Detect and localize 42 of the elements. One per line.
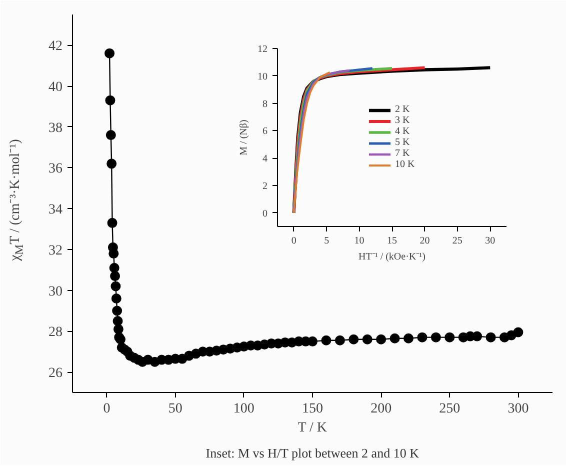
x-tick-label: 150 (302, 402, 323, 416)
x-tick-label: 20 (420, 236, 430, 246)
y-tick-label: 28 (48, 325, 62, 340)
x-tick-label: 50 (168, 402, 182, 416)
x-tick-label: 10 (354, 236, 364, 246)
y-tick-label: 10 (258, 71, 268, 82)
y-tick-label: 36 (48, 162, 62, 177)
x-tick-label: 250 (439, 402, 460, 416)
x-tick-label: 0 (291, 236, 296, 246)
x-tick-label: 25 (452, 236, 462, 246)
legend-label: 3 K (395, 115, 411, 126)
y-tick-label: 26 (48, 366, 62, 382)
y-tick-label: 0 (262, 208, 268, 220)
legend-label: 5 K (395, 137, 411, 148)
line-series (292, 67, 374, 214)
y-tick-label: 2 (262, 180, 268, 192)
x-tick-label: 15 (387, 236, 397, 246)
x-tick-label: 5 (324, 236, 330, 246)
x-tick-label: 0 (103, 402, 110, 416)
x-tick-label: 100 (233, 402, 254, 416)
y-axis-title: M / (Nβ) (238, 120, 250, 156)
y-tick-label: 40 (48, 80, 62, 96)
x-axis-title: T / K (298, 420, 328, 436)
legend-label: 4 K (395, 126, 411, 137)
y-tick-label: 4 (262, 154, 268, 165)
y-tick-label: 12 (258, 44, 268, 55)
y-tick-label: 6 (262, 126, 268, 138)
legend-label: 7 K (395, 148, 411, 159)
y-tick-label: 38 (48, 120, 62, 136)
x-tick-label: 200 (370, 402, 392, 416)
text: Inset: M vs H/T plot between 2 and 10 K (206, 446, 420, 460)
y-tick-label: 30 (48, 284, 62, 300)
legend-label: 10 K (395, 159, 415, 170)
x-tick-label: 300 (508, 402, 529, 416)
y-tick-label: 32 (48, 243, 62, 258)
line-series (292, 71, 331, 214)
y-tick-label: 42 (48, 39, 62, 54)
x-axis-title: HT⁻¹ / (kOe·K⁻¹) (358, 252, 426, 262)
legend-label: 2 K (395, 104, 411, 115)
y-tick-label: 8 (262, 98, 268, 110)
y-tick-label: 34 (48, 202, 62, 218)
x-tick-label: 30 (485, 236, 496, 246)
